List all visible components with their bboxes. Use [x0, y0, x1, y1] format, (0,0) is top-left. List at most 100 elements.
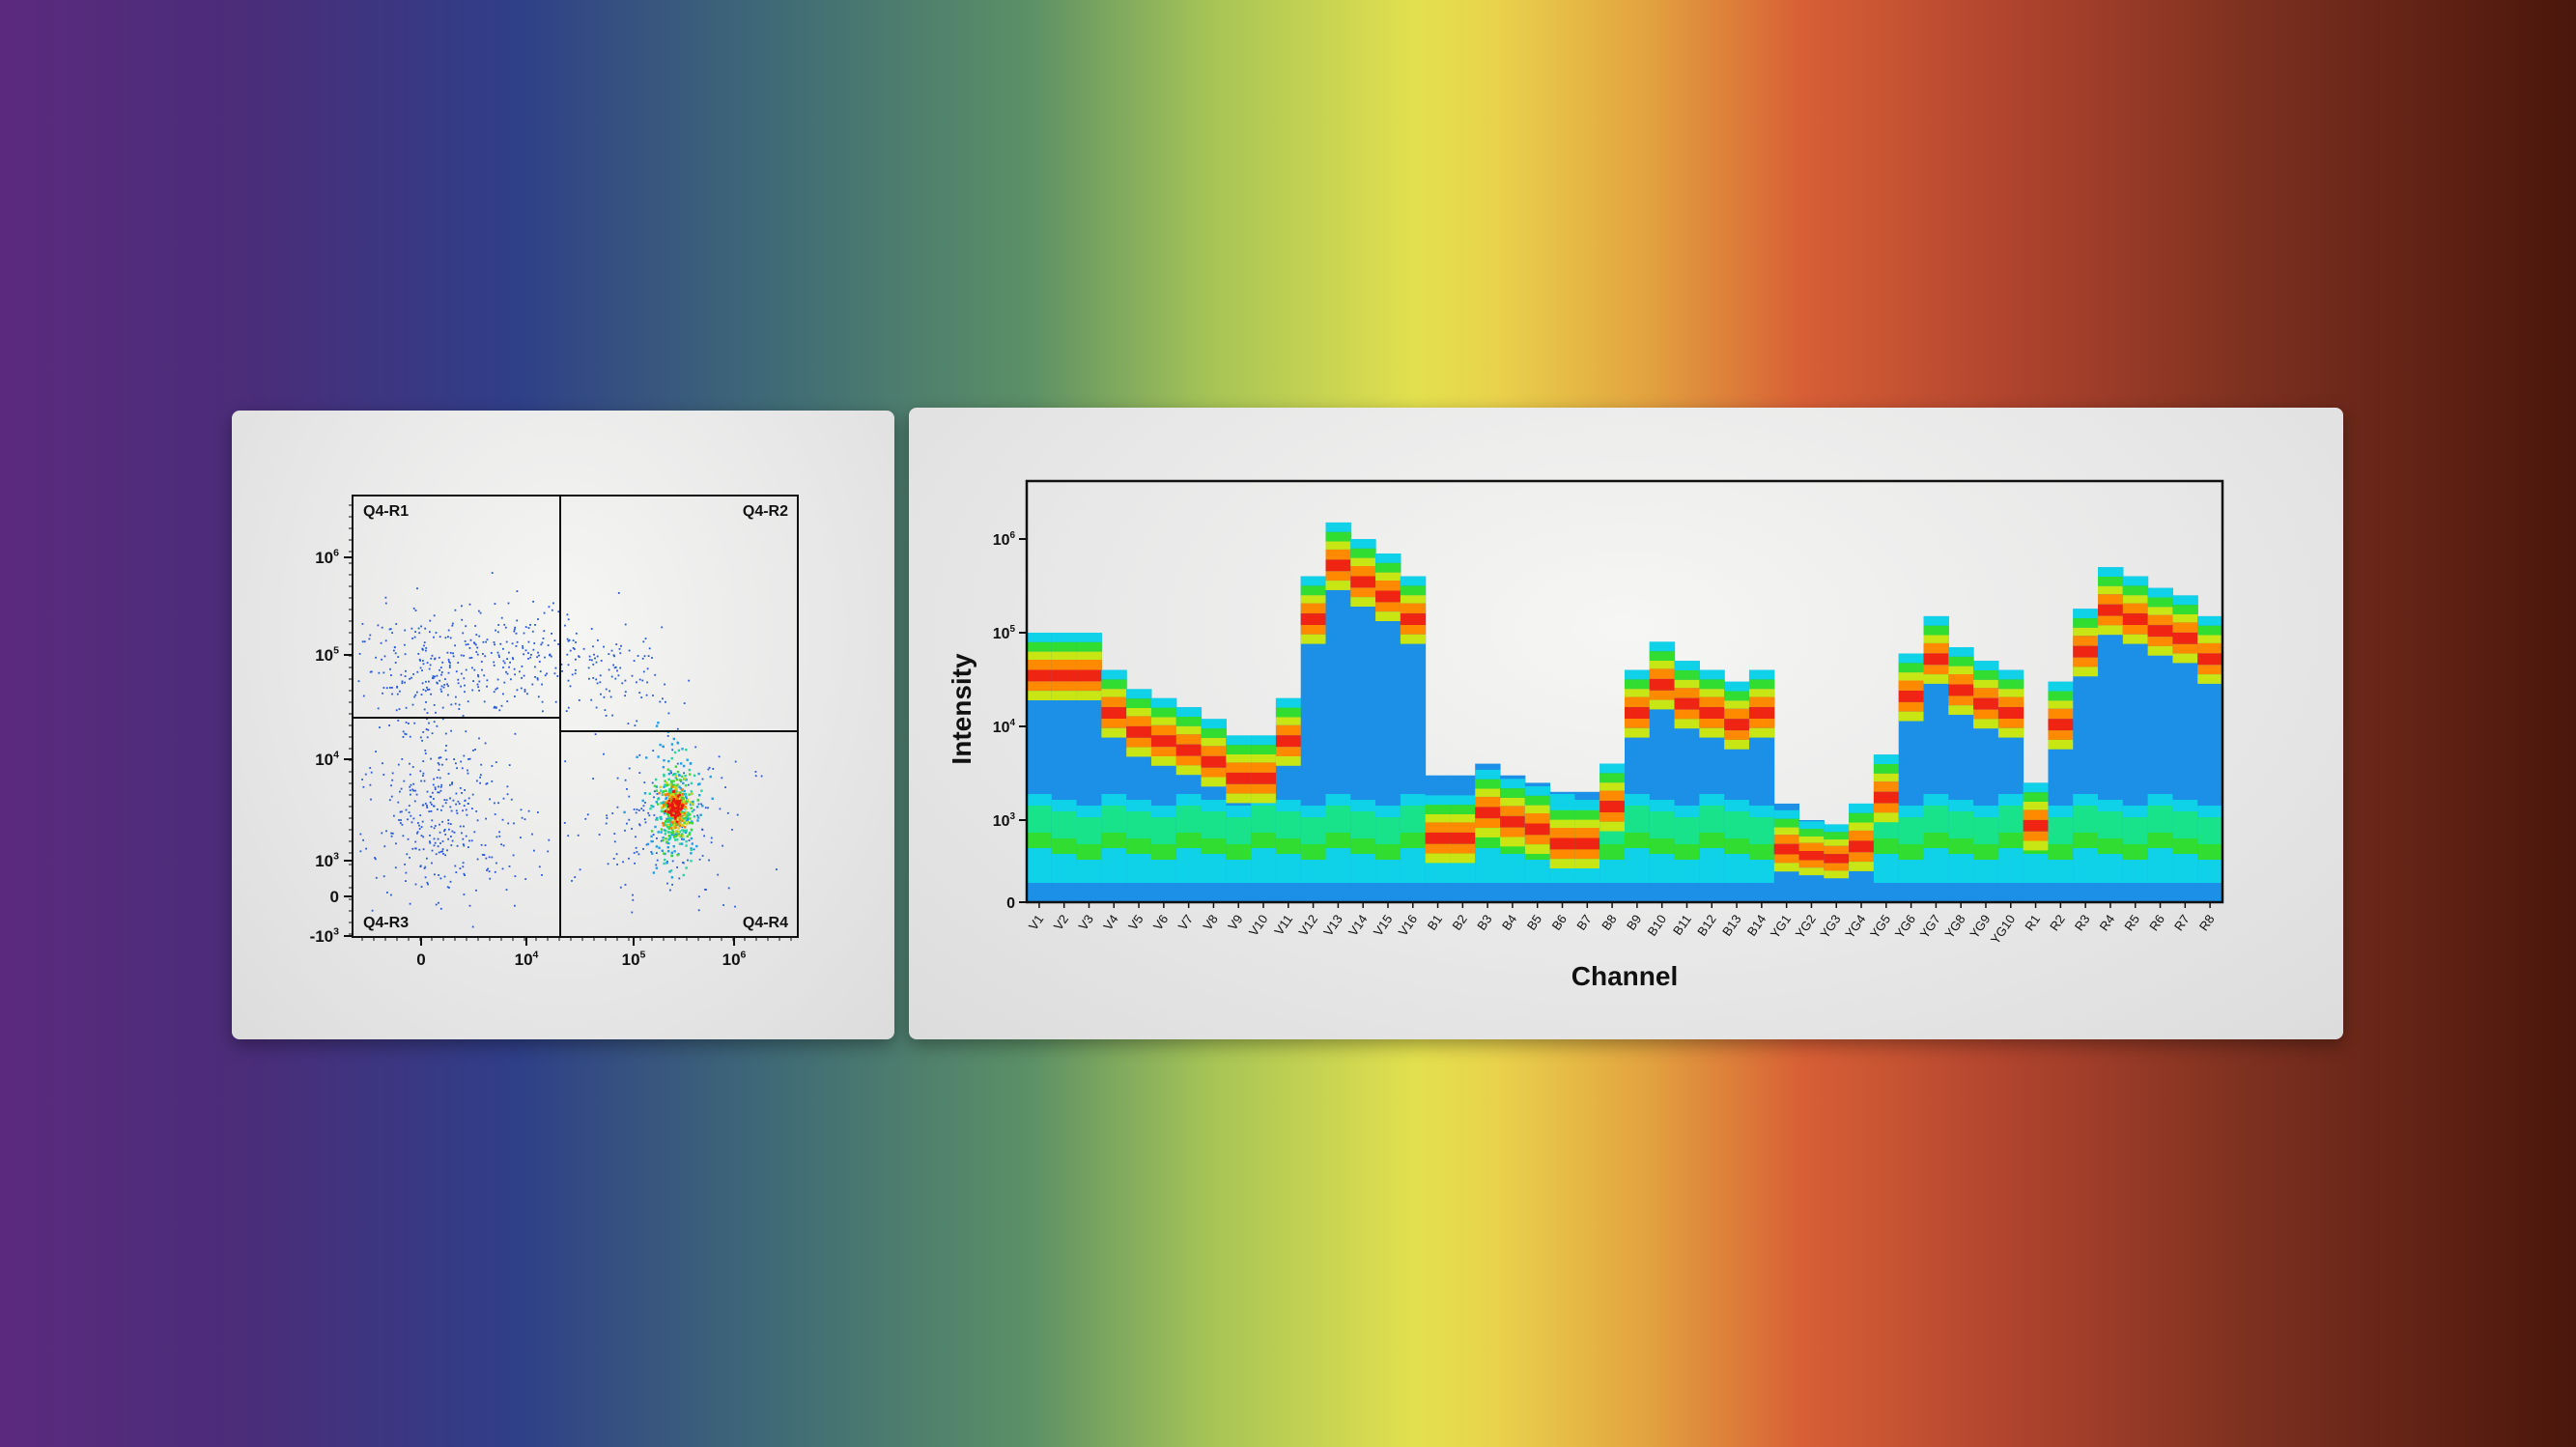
scatter-point [441, 706, 444, 709]
scatter-point [683, 702, 686, 704]
scatter-point [421, 682, 424, 685]
scatter-point [626, 822, 628, 825]
scatter-point [516, 689, 519, 692]
x-tick-label: B8 [1599, 912, 1619, 933]
scatter-point-dense [672, 737, 675, 741]
scatter-point [430, 825, 433, 828]
scatter-point-dense [684, 826, 687, 829]
scatter-point [426, 736, 429, 739]
scatter-point-dense [663, 759, 665, 762]
scatter-point-dense [660, 789, 663, 792]
scatter-point [579, 868, 581, 871]
scatter-point [571, 673, 574, 676]
scatter-point [448, 828, 450, 831]
scatter-point [411, 703, 414, 706]
scatter-point [409, 677, 410, 680]
scatter-point [411, 766, 414, 768]
scatter-point [444, 750, 447, 752]
scatter-point [401, 810, 403, 813]
peak-band [1849, 852, 1875, 863]
noise-band [1101, 848, 1127, 883]
peak-band [1699, 719, 1725, 728]
scatter-point [464, 684, 466, 687]
scatter-point-dense [657, 803, 660, 806]
scatter-point [568, 638, 571, 641]
scatter-point [686, 797, 688, 800]
scatter-point-dense [680, 824, 684, 827]
scatter-point-dense [674, 794, 678, 797]
scatter-point [643, 655, 646, 658]
scatter-point [431, 849, 434, 852]
scatter-point-dense [689, 817, 692, 820]
scatter-point [551, 609, 553, 611]
scatter-point [399, 810, 402, 813]
peak-band [1101, 727, 1127, 738]
scatter-point [449, 652, 452, 654]
scatter-point [495, 629, 496, 632]
channel-column-V1 [1027, 633, 1053, 902]
scatter-point [575, 658, 577, 661]
scatter-point [541, 874, 543, 876]
scatter-point [486, 782, 489, 784]
scatter-point [439, 823, 440, 826]
scatter-point [401, 680, 404, 683]
scatter-point-dense [659, 785, 663, 788]
peak-band [1898, 653, 1924, 664]
scatter-point [635, 846, 637, 849]
scatter-point [628, 795, 631, 798]
scatter-point-dense [674, 817, 677, 820]
scatter-point-dense [679, 803, 682, 806]
peak-band [2048, 739, 2074, 750]
scatter-point [514, 626, 517, 629]
scatter-point [405, 733, 408, 736]
scatter-point [480, 763, 483, 766]
peak-band [1898, 663, 1924, 673]
scatter-point-dense [697, 782, 700, 786]
scatter-point-dense [679, 787, 682, 790]
scatter-point [461, 618, 464, 621]
scatter-point [640, 808, 643, 809]
scatter-point [409, 789, 411, 792]
x-tick-label: V2 [1051, 912, 1071, 933]
peak-band [1674, 697, 1700, 710]
peak-band [2098, 567, 2124, 577]
scatter-point [617, 592, 620, 594]
scatter-point [514, 875, 517, 877]
peak-band [1599, 801, 1626, 812]
scatter-point [410, 627, 413, 630]
noise-band [1201, 854, 1227, 883]
scatter-point [485, 640, 487, 643]
scatter-point [418, 824, 420, 827]
scatter-point-dense [688, 793, 691, 796]
scatter-point [698, 858, 701, 861]
scatter-point [556, 675, 559, 677]
noise-band [1150, 844, 1177, 860]
peak-band [1898, 701, 1924, 712]
peak-band [1549, 849, 1575, 860]
scatter-point [388, 799, 391, 802]
scatter-point-dense [679, 800, 682, 803]
scatter-point [380, 641, 382, 644]
scatter-point [424, 865, 427, 868]
scatter-point [476, 683, 479, 686]
scatter-point [520, 687, 523, 690]
scatter-point-dense [680, 833, 684, 837]
scatter-point [462, 862, 465, 865]
scatter-point [527, 658, 529, 660]
peak-band [1773, 863, 1800, 872]
peak-band [1500, 779, 1526, 789]
peak-band [1599, 773, 1626, 783]
peak-band [1076, 669, 1102, 682]
peak-band [1251, 754, 1277, 763]
scatter-point-dense [669, 809, 672, 811]
scatter-point [642, 640, 645, 643]
scatter-point-dense [672, 780, 675, 782]
x-tick-label: B7 [1573, 912, 1594, 933]
scatter-point [389, 667, 391, 670]
scatter-point [416, 832, 418, 835]
scatter-point [717, 873, 720, 876]
scatter-point [606, 817, 609, 819]
scatter-point [638, 824, 641, 827]
noise-band [1027, 833, 1053, 848]
peak-band [1948, 684, 1974, 696]
